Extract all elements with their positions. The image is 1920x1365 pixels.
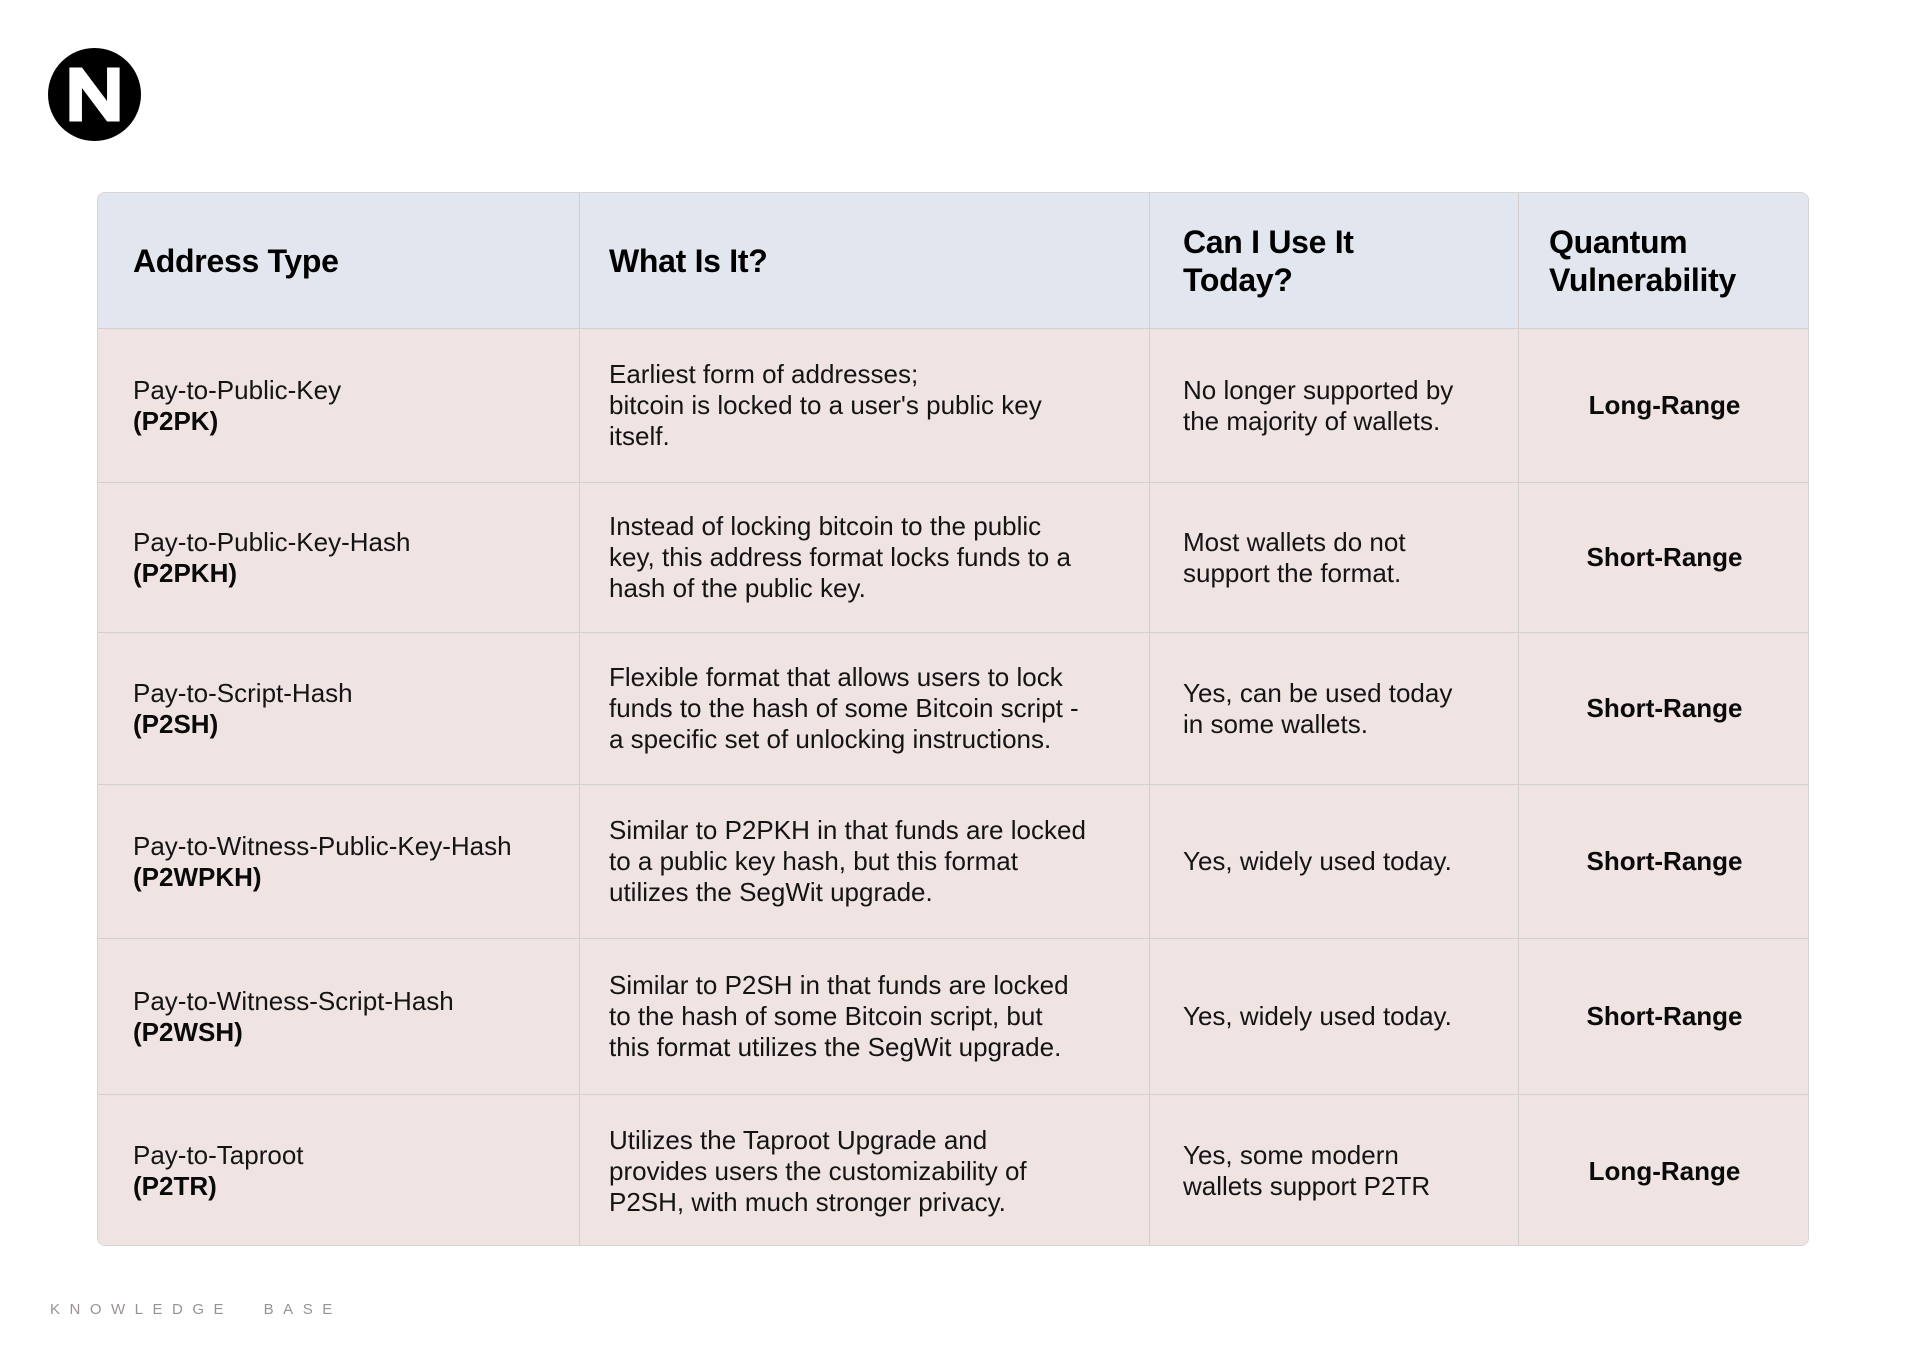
- table-row-p2tr-use-cell: Yes, some modern wallets support P2TR: [1150, 1095, 1519, 1245]
- address-type-table: Address Type What Is It? Can I Use It To…: [97, 192, 1809, 1246]
- address-code: (P2WSH): [133, 1016, 243, 1047]
- table-row-p2tr-what-cell: Utilizes the Taproot Upgrade and provide…: [580, 1095, 1150, 1245]
- header-can-i-use-it-label: Can I Use It Today?: [1183, 223, 1354, 298]
- address-name: Pay-to-Public-Key-Hash: [133, 526, 411, 557]
- address-code: (P2TR): [133, 1171, 217, 1201]
- table-row-p2pk-use-cell: No longer supported by the majority of w…: [1150, 329, 1519, 483]
- header-can-i-use-it: Can I Use It Today?: [1150, 193, 1519, 329]
- table-row-p2tr-name-cell: Pay-to-Taproot (P2TR): [98, 1095, 580, 1245]
- address-code: (P2PKH): [133, 557, 238, 588]
- table-row-p2pk-what-cell: Earliest form of addresses; bitcoin is l…: [580, 329, 1150, 483]
- table-row-p2wsh-use-cell: Yes, widely used today.: [1150, 939, 1519, 1095]
- table-row-p2sh-use-cell: Yes, can be used today in some wallets.: [1150, 633, 1519, 785]
- header-address-type: Address Type: [98, 193, 580, 329]
- address-name: Pay-to-Public-Key: [133, 374, 342, 405]
- n-mark-logo: [48, 48, 141, 141]
- table-row-p2sh-name-cell: Pay-to-Script-Hash (P2SH): [98, 633, 580, 785]
- table-row-p2pk-vulnerability-cell: Long-Range: [1519, 329, 1808, 483]
- what-description: Utilizes the Taproot Upgrade and provide…: [609, 1124, 1027, 1217]
- table-row-p2wsh-vulnerability-cell: Short-Range: [1519, 939, 1808, 1095]
- vulnerability-badge: Short-Range: [1586, 1001, 1743, 1031]
- vulnerability-badge: Short-Range: [1586, 846, 1743, 876]
- table-row-p2wpkh-what-cell: Similar to P2PKH in that funds are locke…: [580, 785, 1150, 939]
- table-row-p2pkh-use-cell: Most wallets do not support the format.: [1150, 483, 1519, 633]
- what-description: Similar to P2SH in that funds are locked…: [609, 970, 1069, 1062]
- what-description: Instead of locking bitcoin to the public…: [609, 511, 1071, 603]
- what-description: Earliest form of addresses; bitcoin is l…: [609, 359, 1042, 451]
- n-mark-icon: [48, 48, 141, 141]
- table-row-p2wpkh-use-cell: Yes, widely used today.: [1150, 785, 1519, 939]
- table-row-p2pkh-what-cell: Instead of locking bitcoin to the public…: [580, 483, 1150, 633]
- address-code: (P2PK): [133, 405, 219, 436]
- vulnerability-badge: Long-Range: [1588, 1155, 1741, 1186]
- vulnerability-badge: Short-Range: [1586, 693, 1743, 723]
- use-description: Yes, some modern wallets support P2TR: [1183, 1140, 1431, 1201]
- table-row-p2pkh-name-cell: Pay-to-Public-Key-Hash (P2PKH): [98, 483, 580, 633]
- use-description: Yes, widely used today.: [1183, 1001, 1452, 1031]
- table-row-p2wsh-what-cell: Similar to P2SH in that funds are locked…: [580, 939, 1150, 1095]
- use-description: Yes, widely used today.: [1183, 846, 1452, 876]
- address-name: Pay-to-Witness-Public-Key-Hash: [133, 830, 512, 861]
- table-row-p2tr-vulnerability-cell: Long-Range: [1519, 1095, 1808, 1245]
- use-description: No longer supported by the majority of w…: [1183, 374, 1454, 436]
- header-address-type-label: Address Type: [133, 242, 339, 279]
- table-row-p2wpkh-name-cell: Pay-to-Witness-Public-Key-Hash (P2WPKH): [98, 785, 580, 939]
- header-quantum-vulnerability-label: Quantum Vulnerability: [1549, 223, 1736, 298]
- knowledge-base-footer: KNOWLEDGE BASE: [50, 1301, 342, 1318]
- vulnerability-badge: Short-Range: [1586, 542, 1743, 572]
- header-quantum-vulnerability: Quantum Vulnerability: [1519, 193, 1808, 329]
- table-row-p2pk-name-cell: Pay-to-Public-Key (P2PK): [98, 329, 580, 483]
- vulnerability-badge: Long-Range: [1588, 390, 1741, 420]
- address-name: Pay-to-Script-Hash: [133, 677, 353, 708]
- what-description: Flexible format that allows users to loc…: [609, 662, 1079, 754]
- address-code: (P2SH): [133, 708, 219, 739]
- table-row-p2sh-what-cell: Flexible format that allows users to loc…: [580, 633, 1150, 785]
- header-what-is-it: What Is It?: [580, 193, 1150, 329]
- address-name: Pay-to-Taproot: [133, 1140, 304, 1170]
- use-description: Yes, can be used today in some wallets.: [1183, 677, 1453, 739]
- table-row-p2wsh-name-cell: Pay-to-Witness-Script-Hash (P2WSH): [98, 939, 580, 1095]
- use-description: Most wallets do not support the format.: [1183, 526, 1406, 588]
- table-row-p2wpkh-vulnerability-cell: Short-Range: [1519, 785, 1808, 939]
- what-description: Similar to P2PKH in that funds are locke…: [609, 815, 1086, 907]
- address-name: Pay-to-Witness-Script-Hash: [133, 985, 454, 1016]
- address-code: (P2WPKH): [133, 861, 262, 892]
- table-row-p2pkh-vulnerability-cell: Short-Range: [1519, 483, 1808, 633]
- table-row-p2sh-vulnerability-cell: Short-Range: [1519, 633, 1808, 785]
- header-what-is-it-label: What Is It?: [609, 242, 768, 279]
